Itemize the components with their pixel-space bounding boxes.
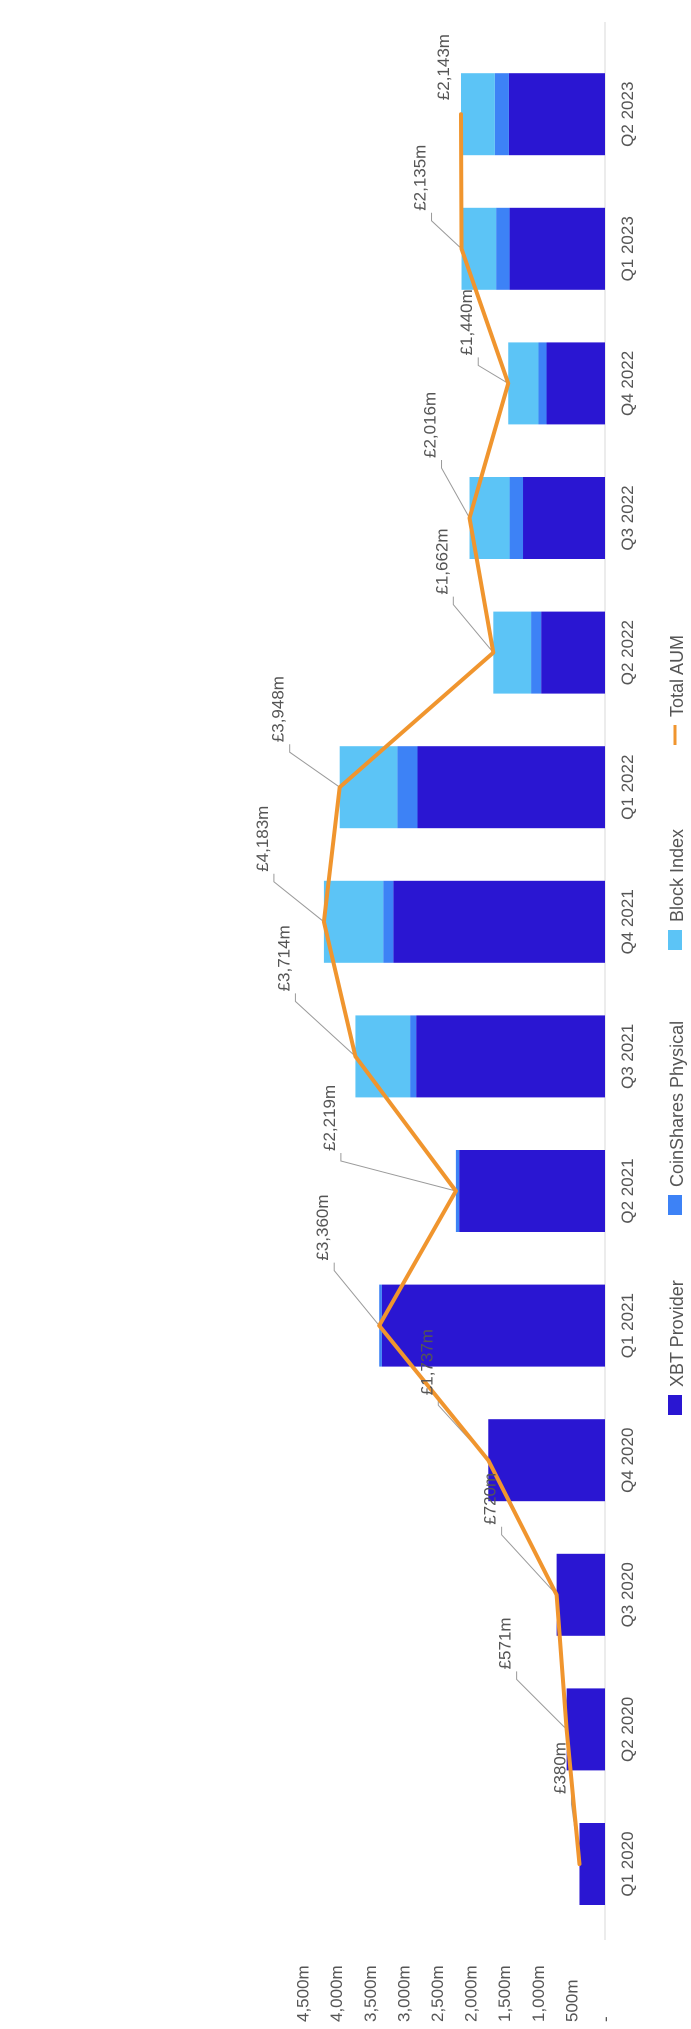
leader-q3-2020: [501, 1526, 557, 1596]
data-label-q1-2022: £3,948m: [269, 676, 288, 742]
leader-q2-2022: [452, 596, 494, 653]
data-label-q4-2021: £4,183m: [253, 806, 272, 872]
bars: [323, 73, 605, 1905]
bar-xbt-provider-q4-2022: [546, 342, 605, 425]
legend-label-total-aum: Total AUM: [667, 635, 687, 717]
data-label-q2-2023: £2,143m: [434, 34, 453, 100]
category-label-q1-2020: Q1 2020: [618, 1831, 637, 1896]
bar-coinshares-physical-q1-2023: [496, 207, 510, 290]
bar-xbt-provider-q4-2021: [393, 880, 605, 963]
bar-coinshares-physical-q1-2022: [397, 746, 418, 829]
bar-block-index-q2-2023: [460, 73, 495, 156]
legend: XBT Provider CoinShares Physical Block Ind…: [667, 635, 687, 1415]
bar-block-index-q4-2021: [323, 880, 384, 963]
category-label-q3-2021: Q3 2021: [618, 1024, 637, 1089]
bar-coinshares-physical-q2-2023: [494, 73, 509, 156]
bar-block-index-q1-2022: [339, 746, 398, 829]
bar-xbt-provider-q1-2020: [579, 1823, 605, 1905]
bar-block-index-q2-2022: [493, 611, 532, 694]
value-tick-3-000m: 3,000m: [394, 1965, 413, 2022]
bar-xbt-provider-q1-2023: [509, 207, 605, 290]
value-tick-2-500m: 2,500m: [428, 1965, 447, 2022]
legend-swatch-coinshares-physical: [668, 1195, 682, 1215]
data-label-q1-2023: £2,135m: [411, 145, 430, 211]
data-label-q2-2022: £1,662m: [432, 528, 451, 594]
bar-coinshares-physical-q4-2021: [383, 880, 394, 963]
data-label-q3-2020: £720m: [481, 1473, 500, 1525]
total-aum-line: [321, 112, 582, 1866]
leader-q3-2021: [294, 993, 356, 1057]
bar-coinshares-physical-q3-2021: [410, 1015, 417, 1098]
bar-block-index-q3-2021: [355, 1015, 411, 1098]
data-label-q2-2020: £571m: [496, 1617, 515, 1669]
value-tick-: -: [596, 2016, 615, 2022]
category-label-q2-2023: Q2 2023: [618, 82, 637, 147]
leader-q2-2021: [340, 1153, 457, 1192]
category-label-q2-2020: Q2 2020: [618, 1697, 637, 1762]
category-label-q2-2022: Q2 2022: [618, 620, 637, 685]
category-label-q2-2021: Q2 2021: [618, 1158, 637, 1223]
leader-q1-2023: [431, 212, 462, 250]
category-label-q3-2022: Q3 2022: [618, 485, 637, 550]
value-axis-ticks: - 500m 1,000m 1,500m 2,000m 2,500m 3,000m 3,500…: [294, 1965, 615, 2022]
bar-coinshares-physical-q4-2022: [538, 342, 547, 425]
bar-xbt-provider-q1-2021: [381, 1284, 605, 1367]
value-tick-3-500m: 3,500m: [361, 1965, 380, 2022]
data-label-q3-2021: £3,714m: [274, 925, 293, 991]
data-label-q3-2022: £2,016m: [421, 392, 440, 458]
data-label-q2-2021: £2,219m: [320, 1085, 339, 1151]
value-tick-4-500m: 4,500m: [294, 1965, 313, 2022]
leader-q2-2020: [516, 1671, 567, 1730]
bar-xbt-provider-q1-2022: [417, 746, 605, 829]
value-tick-4-000m: 4,000m: [327, 1965, 346, 2022]
leader-q4-2021: [273, 873, 325, 923]
value-tick-2-000m: 2,000m: [462, 1965, 481, 2022]
legend-label-coinshares-physical: CoinShares Physical: [667, 1021, 687, 1187]
data-label-q4-2020: £1,737m: [417, 1329, 436, 1395]
data-label-q1-2020: £380m: [550, 1742, 569, 1794]
leader-q1-2021: [333, 1262, 380, 1326]
category-label-q1-2021: Q1 2021: [618, 1293, 637, 1358]
category-label-q3-2020: Q3 2020: [618, 1562, 637, 1627]
category-label-q1-2022: Q1 2022: [618, 755, 637, 820]
label-leader-lines: [273, 212, 580, 1865]
bar-xbt-provider-q3-2022: [523, 477, 605, 559]
category-label-q1-2023: Q1 2023: [618, 216, 637, 281]
value-tick-500m: 500m: [562, 1979, 581, 2022]
bar-xbt-provider-q3-2021: [416, 1015, 605, 1098]
data-labels: £380m £571m £720m £1,737m £3,360m £2,219m £3,7…: [253, 34, 570, 1794]
data-label-q4-2022: £1,440m: [457, 289, 476, 355]
leader-q1-2022: [289, 744, 340, 788]
legend-swatch-block-index: [668, 930, 682, 950]
category-label-q4-2022: Q4 2022: [618, 351, 637, 416]
leader-q3-2022: [441, 460, 470, 519]
category-label-q4-2021: Q4 2021: [618, 889, 637, 954]
bar-xbt-provider-q4-2020: [488, 1419, 605, 1502]
value-tick-1-500m: 1,500m: [495, 1965, 514, 2022]
line-total-aum: [321, 112, 582, 1866]
bar-xbt-provider-q2-2023: [508, 73, 605, 156]
category-label-q4-2020: Q4 2020: [618, 1428, 637, 1493]
bar-xbt-provider-q2-2022: [541, 611, 605, 694]
bar-xbt-provider-q2-2020: [566, 1688, 605, 1771]
legend-label-xbt-provider: XBT Provider: [667, 1280, 687, 1387]
bar-block-index-q4-2022: [508, 342, 539, 425]
bar-block-index-q1-2023: [461, 207, 497, 290]
bar-coinshares-physical-q2-2022: [531, 611, 542, 694]
legend-swatch-xbt-provider: [668, 1395, 682, 1415]
bar-coinshares-physical-q3-2022: [509, 477, 524, 559]
value-tick-1-000m: 1,000m: [529, 1965, 548, 2022]
category-labels: Q1 2020 Q2 2020 Q3 2020 Q4 2020 Q1 2021 Q2 20…: [618, 82, 637, 1897]
bar-xbt-provider-q2-2021: [459, 1150, 605, 1232]
leader-q4-2022: [477, 357, 509, 384]
legend-label-block-index: Block Index: [667, 829, 687, 922]
data-label-q1-2021: £3,360m: [313, 1194, 332, 1260]
bar-xbt-provider-q3-2020: [556, 1553, 605, 1636]
